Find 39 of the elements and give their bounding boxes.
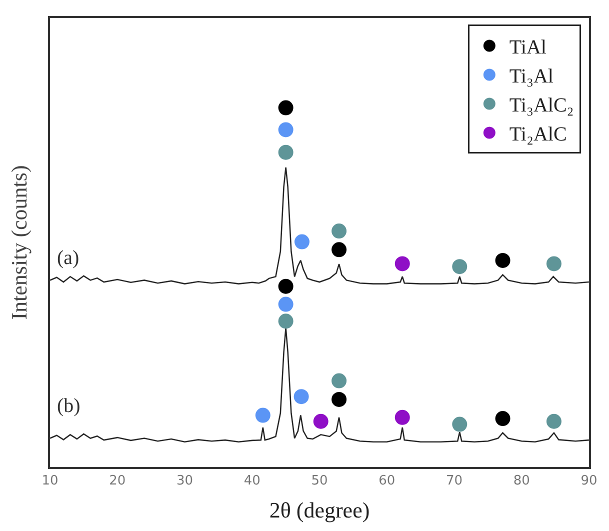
legend-label: Ti₂AlC bbox=[509, 124, 567, 146]
point bbox=[294, 389, 309, 404]
x-tick-label: 80 bbox=[513, 473, 530, 488]
point bbox=[495, 411, 510, 426]
point bbox=[278, 296, 294, 312]
x-tick-label: 50 bbox=[311, 473, 328, 488]
point bbox=[278, 100, 294, 116]
point bbox=[278, 122, 294, 138]
x-tick-label: 40 bbox=[244, 473, 260, 488]
legend-label: Ti₃Al bbox=[509, 66, 554, 88]
point bbox=[452, 259, 468, 274]
point bbox=[278, 278, 294, 294]
y-axis-title: Intensity (counts) bbox=[6, 165, 32, 320]
point bbox=[332, 242, 347, 258]
annotation: (b) bbox=[57, 395, 80, 417]
point bbox=[452, 416, 468, 432]
point bbox=[278, 314, 294, 329]
x-tick-label: 60 bbox=[378, 473, 396, 488]
x-axis-title: 2θ (degree) bbox=[269, 498, 370, 523]
point bbox=[332, 392, 347, 407]
x-tick-label: 20 bbox=[109, 473, 126, 488]
x-tick-label: 30 bbox=[176, 473, 194, 488]
legend-label: TiAl bbox=[509, 36, 547, 59]
point bbox=[546, 414, 562, 429]
point bbox=[294, 234, 310, 250]
legend-label: Ti₃AlC₂ bbox=[509, 94, 574, 117]
annotation: (a) bbox=[57, 247, 80, 269]
point bbox=[332, 224, 347, 239]
x-tick-label: 90 bbox=[580, 473, 598, 488]
x-tick-label: 70 bbox=[446, 473, 463, 488]
point bbox=[313, 414, 328, 429]
point bbox=[255, 408, 270, 423]
point bbox=[278, 144, 294, 160]
point bbox=[332, 373, 347, 388]
point bbox=[546, 256, 562, 272]
x-tick-label: 10 bbox=[42, 473, 58, 488]
point bbox=[495, 252, 510, 268]
point bbox=[394, 256, 410, 272]
point bbox=[394, 410, 410, 425]
